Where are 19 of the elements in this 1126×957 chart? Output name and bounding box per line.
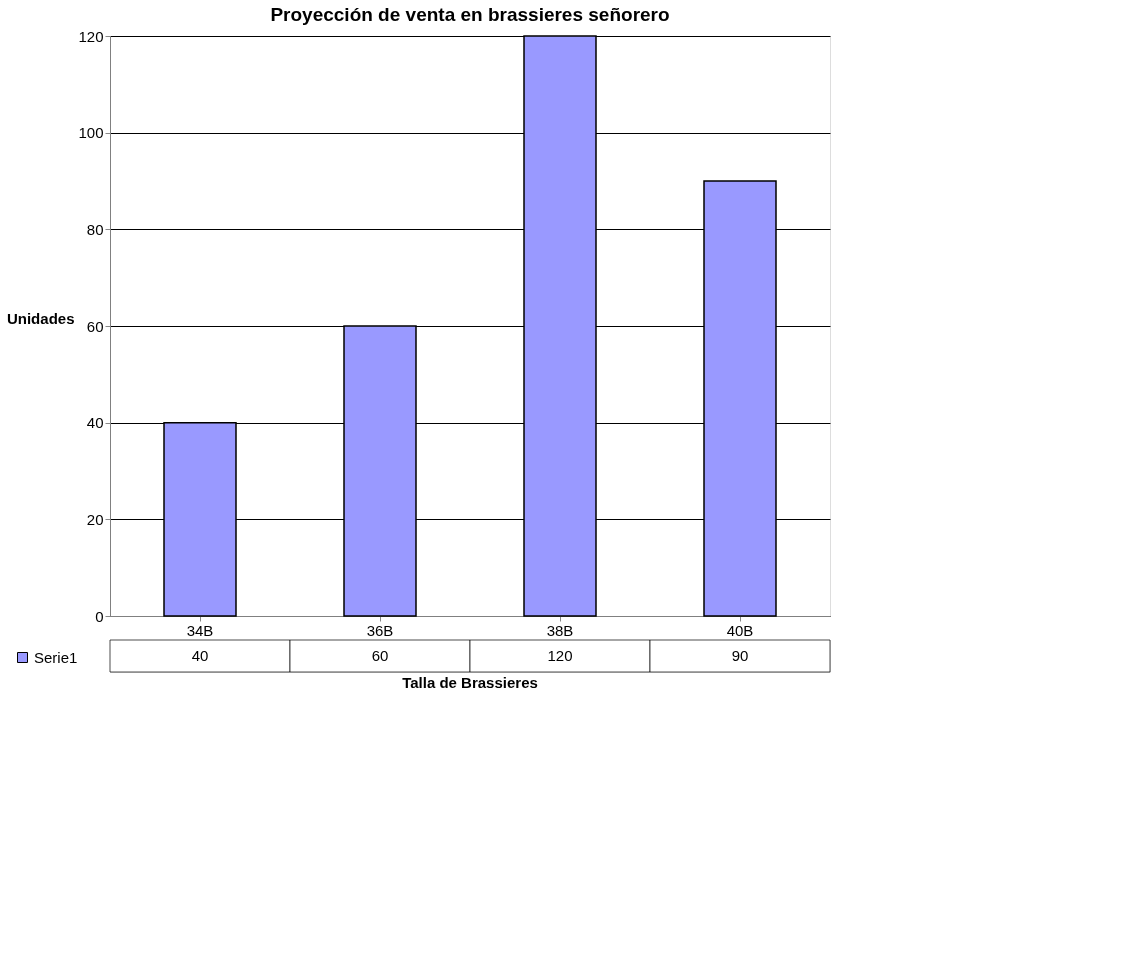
data-label: 60 — [371, 647, 389, 664]
y-tick-label: 80 — [86, 220, 104, 238]
chart-title: Proyección de venta en brassieres señorero — [270, 4, 670, 25]
y-axis-title: Unidades — [6, 309, 75, 327]
y-tick-label: 120 — [78, 27, 104, 45]
x-tick-label: 40B — [726, 621, 754, 639]
x-tick-label: 34B — [186, 621, 214, 639]
x-axis-title: Talla de Brassieres — [402, 674, 538, 692]
legend-label: Serie1 — [34, 648, 78, 666]
data-label: 40 — [191, 647, 209, 664]
x-tick-label: 36B — [366, 621, 394, 639]
y-tick-label: 0 — [95, 607, 104, 625]
data-label: 90 — [731, 647, 749, 664]
y-tick-label: 40 — [86, 414, 104, 432]
x-tick-label: 38B — [546, 621, 574, 639]
y-tick-label: 60 — [86, 317, 104, 335]
data-label: 120 — [547, 647, 573, 664]
y-tick-label: 20 — [86, 510, 104, 528]
y-tick-label: 100 — [78, 124, 104, 142]
